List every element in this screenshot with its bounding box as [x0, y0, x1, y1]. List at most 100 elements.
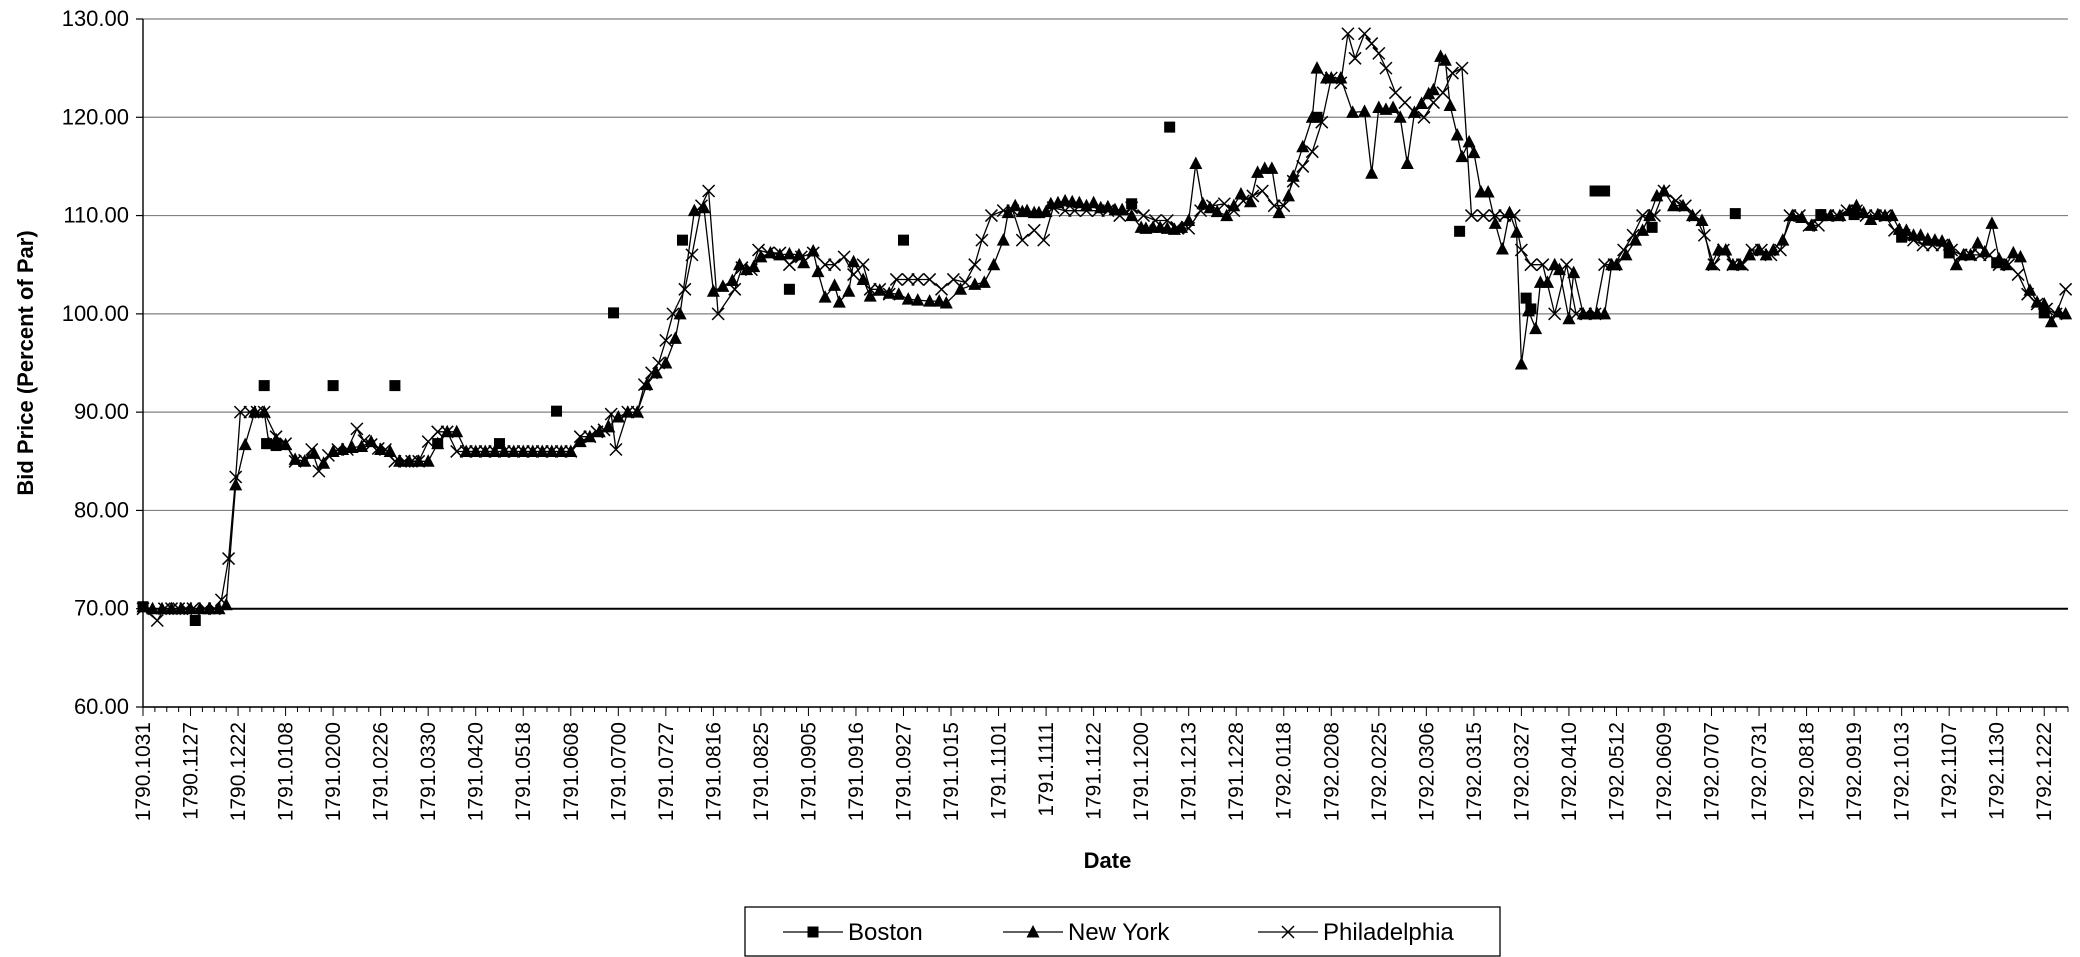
boston-point: [2038, 307, 2050, 319]
philadelphia-point: [1372, 46, 1386, 60]
philadelphia-point: [609, 442, 623, 457]
philadelphia-point: [702, 184, 716, 198]
new-york-point: [1281, 188, 1295, 202]
x-stroke: [1464, 209, 1479, 223]
philadelphia-point: [1358, 27, 1372, 41]
y-tick-label: 120.00: [62, 104, 129, 129]
philadelphia-point: [1296, 159, 1310, 173]
x-tick-label: 1791.1213: [1178, 722, 1201, 821]
x-stroke: [331, 442, 345, 457]
x-tick-label: 1792.0225: [1368, 722, 1391, 821]
x-stroke: [685, 248, 699, 262]
philadelphia-point: [526, 444, 540, 458]
x-stroke: [545, 444, 559, 458]
x-stroke: [1514, 243, 1528, 257]
philadelphia-point: [773, 246, 787, 260]
x-stroke: [609, 442, 623, 457]
new-york-point: [1619, 247, 1633, 261]
boston-point: [389, 380, 401, 392]
x-stroke: [702, 184, 716, 198]
philadelphia-point: [901, 272, 915, 286]
new-york-point: [911, 293, 925, 306]
x-stroke: [1015, 233, 1029, 247]
legend-label-boston: Boston: [848, 919, 923, 946]
y-tick-labels: 60.00 70.00 80.00 90.00 100.00 110.00 120.00 13…: [62, 6, 129, 719]
philadelphia-point: [431, 425, 445, 439]
new-york-point: [659, 356, 673, 369]
philadelphia-point: [1046, 201, 1060, 215]
new-york-point: [1495, 241, 1509, 255]
x-stroke: [516, 444, 530, 458]
x-tick-label: 1791.0700: [607, 722, 630, 821]
x-tick-label: 1792.0919: [1843, 722, 1866, 821]
x-stroke: [233, 405, 247, 419]
new-york-point: [977, 275, 991, 288]
philadelphia-point: [652, 356, 666, 370]
new-york-point: [1628, 233, 1642, 246]
x-stroke: [1626, 228, 1640, 242]
new-york-point: [828, 278, 842, 291]
new-york-point: [1189, 156, 1203, 169]
philadelphia-point: [364, 438, 378, 452]
new-york-point: [1346, 105, 1360, 118]
philadelphia-point: [573, 430, 587, 444]
x-tick-label: 1792.0512: [1605, 722, 1628, 821]
x-stroke: [1764, 248, 1778, 262]
new-york-point: [450, 424, 464, 438]
new-york-point: [155, 601, 169, 615]
x-stroke: [431, 425, 445, 439]
x-tick-label: 1792.1013: [1891, 722, 1914, 821]
philadelphia-point: [1464, 209, 1479, 223]
new-york-point: [1358, 104, 1372, 117]
x-stroke: [1246, 189, 1260, 203]
philadelphia-point: [873, 282, 887, 296]
new-york-point: [1400, 156, 1414, 169]
new-york-point: [1101, 199, 1115, 213]
x-stroke: [1255, 184, 1269, 198]
philadelphia-point: [1569, 307, 1583, 321]
x-tick-label: 1792.0707: [1701, 722, 1724, 821]
x-stroke: [1588, 307, 1602, 321]
boston-point: [897, 234, 909, 246]
philadelphia-point: [1436, 86, 1450, 100]
philadelphia-point: [1935, 238, 1949, 252]
x-stroke: [321, 448, 335, 462]
x-stroke: [1365, 37, 1379, 51]
x-stroke: [1027, 223, 1041, 237]
philadelphia-line: [142, 32, 2067, 622]
x-stroke: [507, 444, 521, 458]
philadelphia-point: [728, 282, 742, 296]
x-stroke: [911, 272, 925, 286]
x-stroke: [1507, 209, 1521, 223]
new-york-point: [1650, 188, 1664, 202]
philadelphia-point: [1006, 204, 1020, 218]
x-stroke: [1688, 209, 1702, 223]
philadelphia-point: [412, 454, 426, 468]
boston-point: [1520, 292, 1532, 304]
new-york-point: [1562, 311, 1576, 325]
new-york-point: [1842, 203, 1856, 217]
philadelphia-point: [331, 442, 345, 457]
philadelphia-point: [459, 444, 473, 458]
x-stroke: [1579, 307, 1593, 321]
x-tick-label: 1791.1122: [1083, 722, 1106, 820]
philadelphia-point: [1125, 201, 1139, 215]
philadelphia-point: [2040, 302, 2054, 316]
philadelphia-point: [751, 243, 766, 257]
philadelphia-point: [1764, 248, 1778, 262]
philadelphia-point: [968, 258, 982, 272]
x-stroke: [1205, 199, 1219, 213]
philadelphia-point: [1906, 233, 1921, 247]
x-stroke: [782, 258, 796, 272]
x-stroke: [1455, 61, 1469, 75]
new-york-point: [754, 249, 768, 263]
new-york-point: [2037, 297, 2051, 310]
new-york-point: [1415, 96, 1429, 110]
new-york-point: [1529, 321, 1543, 335]
x-stroke: [590, 425, 604, 439]
philadelphia-point: [1657, 184, 1671, 198]
x-stroke: [412, 454, 426, 468]
x-tick-labels: 1790.1031 1790.1127 1790.1222 1791.0108 1791…: [132, 722, 2056, 821]
